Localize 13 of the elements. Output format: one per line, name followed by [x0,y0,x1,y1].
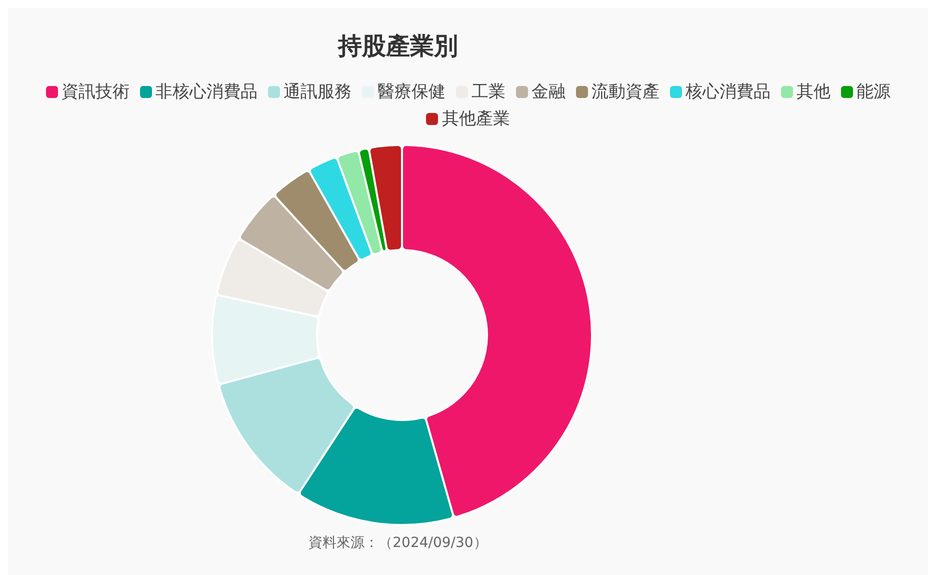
legend-label: 醫療保健 [378,81,446,103]
legend-label: 其他 [796,81,830,103]
legend-label: 能源 [856,81,890,103]
chart-title: 持股產業別 [336,31,459,62]
legend-label: 通訊服務 [284,81,352,103]
legend-label: 流動資產 [592,81,660,103]
legend-label: 資訊技術 [62,81,130,103]
legend-label: 非核心消費品 [156,81,258,103]
legend-label: 工業 [472,81,506,103]
source-note: 資料來源：（2024/09/30） [308,534,488,552]
legend-label: 金融 [532,81,566,103]
legend-label: 其他產業 [442,108,510,130]
legend-label: 核心消費品 [686,81,770,103]
